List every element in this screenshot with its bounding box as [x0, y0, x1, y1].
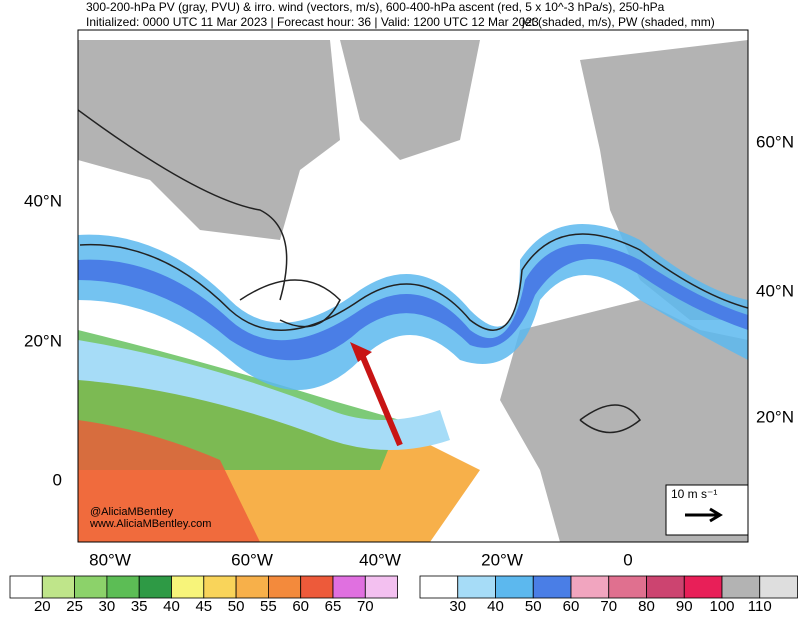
colorbar-box	[171, 575, 205, 599]
title: 300-200-hPa PV (gray, PVU) & irro. wind …	[86, 0, 665, 14]
colorbar-label: 60	[563, 598, 580, 615]
colorbar-label: 45	[195, 598, 212, 615]
lat-label: 40°N	[756, 281, 794, 300]
colorbar-label: 70	[600, 598, 617, 615]
colorbar-label: 80	[638, 598, 655, 615]
jet-shading	[78, 340, 450, 450]
credit: @AliciaMBentley	[90, 506, 174, 518]
lon-label: 0	[623, 550, 632, 569]
jet-core	[78, 244, 748, 361]
colorbar-box	[532, 575, 572, 599]
lon-label: 40°W	[359, 550, 401, 569]
map	[77, 29, 749, 543]
colorbar-box	[9, 575, 43, 599]
vector-legend-box	[665, 484, 749, 536]
map-frame	[77, 29, 749, 543]
colorbars: 20 25 30 35 40 45 50 55 60 65 70 30 40 50 60 70 80 90 100 1…	[9, 575, 798, 615]
colorbar-box	[759, 575, 798, 599]
vector-legend-label: 10 m s⁻¹	[671, 487, 717, 501]
colorbar-box	[267, 575, 302, 599]
colorbar-label: 50	[228, 598, 245, 615]
colorbar-box	[721, 575, 761, 599]
credit: www.AliciaMBentley.com	[89, 518, 211, 530]
colorbar-label: 30	[449, 598, 466, 615]
colorbar-label: 50	[525, 598, 542, 615]
colorbar-box	[138, 575, 172, 599]
colorbar-box	[41, 575, 75, 599]
colorbar-label: 40	[487, 598, 504, 615]
colorbar-box	[646, 575, 685, 599]
colorbar-label: 100	[709, 598, 734, 615]
colorbar-label: 20	[34, 598, 51, 615]
land	[340, 40, 480, 160]
lon-label: 20°W	[481, 550, 523, 569]
pw-shading	[78, 420, 260, 542]
colorbar-label: 25	[66, 598, 83, 615]
colorbar-box	[457, 575, 496, 599]
subtitle-2: jet (shaded, m/s), PW (shaded, mm)	[521, 15, 715, 29]
colorbar-label: 110	[748, 598, 772, 615]
colorbar-box	[332, 575, 366, 599]
land	[500, 300, 748, 542]
colorbar-box	[300, 575, 334, 599]
colorbar-box	[683, 575, 723, 599]
colorbar-box	[364, 575, 398, 599]
colorbar-box	[495, 575, 534, 599]
colorbar-label: 40	[163, 598, 180, 615]
colorbar-label: 30	[99, 598, 116, 615]
lon-label: 60°W	[231, 550, 273, 569]
colorbar-box	[235, 575, 269, 599]
colorbar-box	[608, 575, 647, 599]
colorbar-label: 65	[325, 598, 342, 615]
subtitle: Initialized: 0000 UTC 11 Mar 2023 | Fore…	[86, 15, 539, 29]
colorbar-box	[203, 575, 237, 599]
lat-label: 0	[53, 470, 62, 489]
colorbar-label: 35	[131, 598, 148, 615]
lon-label: 80°W	[89, 550, 131, 569]
lat-label: 40°N	[24, 191, 62, 210]
land	[78, 40, 340, 240]
lat-label: 20°N	[24, 331, 62, 350]
colorbar-label: 90	[676, 598, 693, 615]
colorbar-box	[419, 575, 459, 599]
annotation-arrow	[357, 348, 403, 447]
colorbar-label: 55	[260, 598, 277, 615]
colorbar-box	[74, 575, 108, 599]
colorbar-box	[106, 575, 140, 599]
colorbar-box	[570, 575, 610, 599]
land	[580, 40, 748, 320]
lat-label: 60°N	[756, 132, 794, 151]
colorbar-label: 60	[292, 598, 309, 615]
lat-label: 20°N	[756, 407, 794, 426]
colorbar-label: 70	[357, 598, 374, 615]
